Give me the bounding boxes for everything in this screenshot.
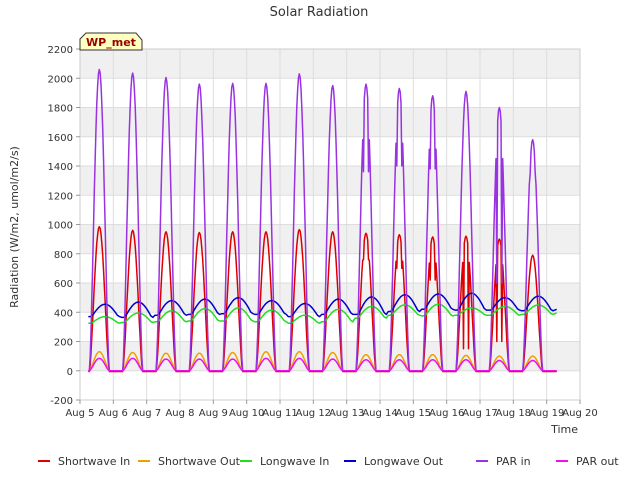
x-tick-label: Aug 16 [429,408,464,419]
y-tick-label: 2000 [48,74,73,85]
series-line-longwave-out [88,292,557,319]
y-tick-label: 1000 [48,221,73,232]
y-tick-label: 800 [54,250,73,261]
x-tick-label: Aug 12 [296,408,331,419]
y-tick-label: 200 [54,338,73,349]
x-tick-label: Aug 11 [262,408,297,419]
legend-label: Longwave In [260,455,329,468]
legend-item-par-in: PAR in [476,455,531,468]
plot-band [80,166,580,196]
series-line-par-out [88,357,557,372]
x-tick-label: Aug 6 [99,408,128,419]
axis-ticks: -200 0 200 400 600 800 1000 1200 1400 1600 1800 200… [48,45,598,419]
x-tick-label: Aug 20 [562,408,597,419]
x-tick-label: Aug 7 [132,408,161,419]
legend-label: Longwave Out [364,455,444,468]
annotation-label: WP_met [86,36,136,49]
legend-item-longwave-out: Longwave Out [344,455,444,468]
x-tick-label: Aug 8 [165,408,194,419]
legend-item-shortwave-out: Shortwave Out [138,455,241,468]
series-line-longwave-in [88,303,557,324]
legend-item-shortwave-in: Shortwave In [38,455,130,468]
legend-label: PAR out [576,455,619,468]
y-axis-label: Radiation (W/m2, umol/m2/s) [8,146,21,308]
chart-title: Solar Radiation [270,5,369,20]
x-axis-label: Time [550,423,578,436]
y-tick-label: 1600 [48,133,73,144]
wp-met-annotation: WP_met [79,32,143,51]
legend-item-longwave-in: Longwave In [240,455,329,468]
x-tick-label: Aug 14 [362,408,397,419]
y-tick-label: -200 [50,396,73,407]
y-tick-label: 0 [67,367,73,378]
y-tick-label: 1800 [48,104,73,115]
plot-band [80,49,580,79]
y-tick-label: 1200 [48,191,73,202]
x-tick-label: Aug 9 [199,408,228,419]
x-tick-label: Aug 13 [329,408,364,419]
x-tick-label: Aug 17 [462,408,497,419]
series-layer [88,68,557,373]
y-tick-label: 1400 [48,162,73,173]
y-tick-label: 600 [54,279,73,290]
x-tick-label: Aug 5 [65,408,94,419]
y-tick-label: 2200 [48,45,73,56]
legend-label: Shortwave In [58,455,130,468]
legend-label: PAR in [496,455,531,468]
x-tick-label: Aug 19 [529,408,564,419]
annotation-box [79,32,143,51]
x-tick-label: Aug 18 [496,408,531,419]
x-tick-label: Aug 15 [396,408,431,419]
legend-item-par-out: PAR out [556,455,619,468]
legend: Shortwave In Shortwave Out Longwave In Long… [38,455,619,468]
legend-label: Shortwave Out [158,455,241,468]
x-tick-label: Aug 10 [229,408,264,419]
y-tick-label: 400 [54,308,73,319]
